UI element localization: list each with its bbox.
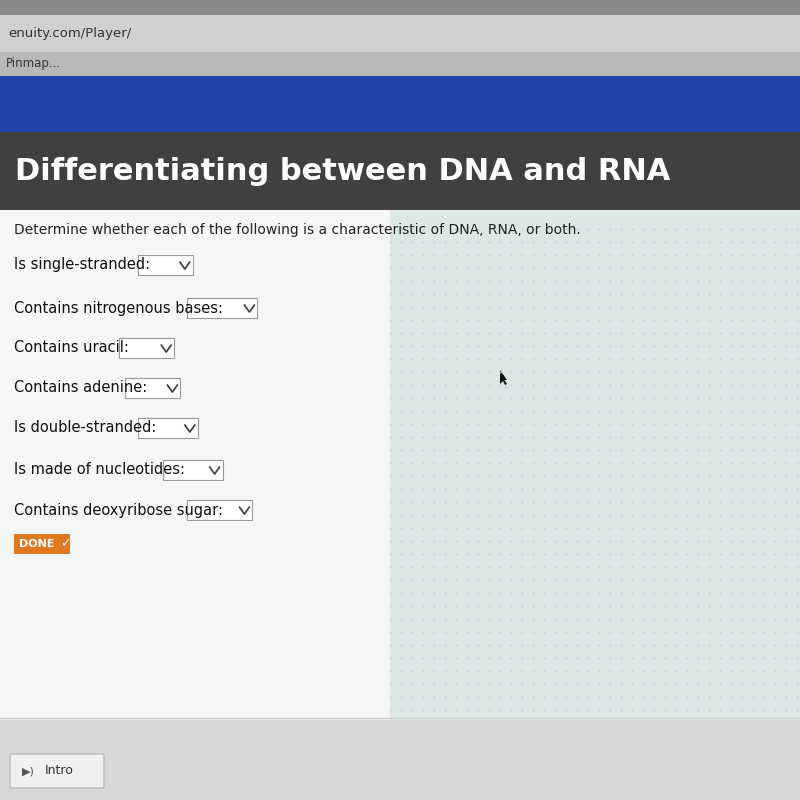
Text: Determine whether each of the following is a characteristic of DNA, RNA, or both: Determine whether each of the following … — [14, 223, 581, 237]
Text: Differentiating between DNA and RNA: Differentiating between DNA and RNA — [15, 157, 670, 186]
FancyBboxPatch shape — [0, 52, 800, 76]
Text: Contains adenine:: Contains adenine: — [14, 381, 147, 395]
Text: ✓: ✓ — [60, 538, 70, 550]
Text: Intro: Intro — [45, 765, 74, 778]
FancyBboxPatch shape — [138, 255, 193, 275]
Text: Is made of nucleotides:: Is made of nucleotides: — [14, 462, 185, 478]
Text: Contains deoxyribose sugar:: Contains deoxyribose sugar: — [14, 502, 223, 518]
Text: DONE: DONE — [19, 539, 54, 549]
FancyBboxPatch shape — [162, 460, 222, 480]
FancyBboxPatch shape — [187, 500, 253, 520]
Text: Is double-stranded:: Is double-stranded: — [14, 421, 156, 435]
Text: enuity.com/Player/: enuity.com/Player/ — [8, 27, 131, 41]
FancyBboxPatch shape — [0, 210, 800, 720]
FancyBboxPatch shape — [0, 210, 390, 720]
Text: Contains uracil:: Contains uracil: — [14, 341, 129, 355]
Text: ▶): ▶) — [22, 766, 35, 776]
FancyBboxPatch shape — [14, 534, 70, 554]
Text: Pinmap...: Pinmap... — [6, 58, 61, 70]
Text: Contains nitrogenous bases:: Contains nitrogenous bases: — [14, 301, 223, 315]
FancyBboxPatch shape — [138, 418, 198, 438]
Text: Is single-stranded:: Is single-stranded: — [14, 258, 150, 273]
FancyBboxPatch shape — [0, 132, 800, 210]
FancyBboxPatch shape — [10, 754, 104, 788]
FancyBboxPatch shape — [119, 338, 174, 358]
FancyBboxPatch shape — [126, 378, 181, 398]
FancyBboxPatch shape — [0, 720, 800, 800]
FancyBboxPatch shape — [0, 0, 800, 15]
FancyBboxPatch shape — [0, 76, 800, 132]
Polygon shape — [500, 370, 507, 385]
FancyBboxPatch shape — [187, 298, 258, 318]
FancyBboxPatch shape — [0, 15, 800, 52]
